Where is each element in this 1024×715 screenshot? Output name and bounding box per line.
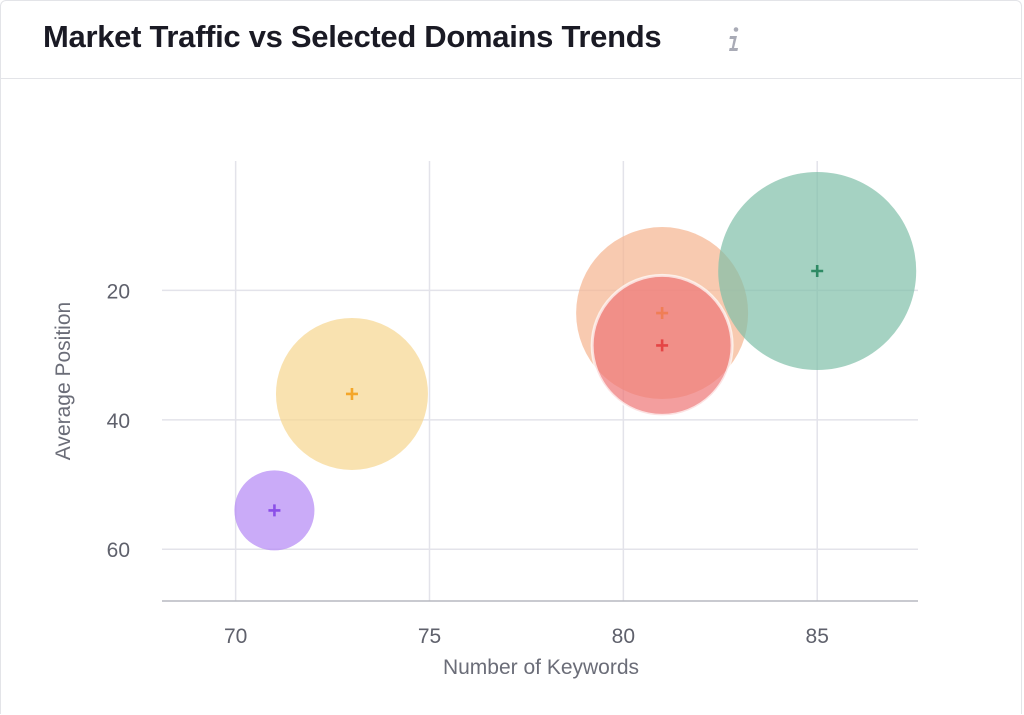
markers bbox=[268, 265, 824, 517]
chart-title: Market Traffic vs Selected Domains Trend… bbox=[43, 19, 662, 54]
y-tick-label: 20 bbox=[107, 280, 130, 303]
x-axis-label: Number of Keywords bbox=[443, 656, 639, 679]
y-tick-label: 60 bbox=[107, 539, 130, 562]
bubble-center-marker bbox=[656, 339, 669, 352]
x-tick-label: 75 bbox=[418, 625, 441, 648]
bubble-center-marker bbox=[268, 504, 281, 517]
bubble-center-marker bbox=[345, 387, 358, 400]
x-tick-label: 85 bbox=[806, 625, 829, 648]
bubble-center-marker bbox=[656, 307, 669, 320]
x-tick-label: 70 bbox=[224, 625, 247, 648]
y-tick-labels: 20 40 60 bbox=[107, 280, 130, 562]
bubble-center-marker bbox=[811, 265, 824, 277]
y-tick-label: 40 bbox=[107, 410, 130, 433]
card-header: Market Traffic vs Selected Domains Trend… bbox=[1, 1, 1021, 79]
info-icon[interactable] bbox=[725, 23, 743, 55]
y-axis-label: Average Position bbox=[52, 302, 75, 460]
x-tick-labels: 70 75 80 85 bbox=[224, 625, 829, 648]
x-tick-label: 80 bbox=[612, 625, 635, 648]
bubbles bbox=[234, 172, 917, 551]
